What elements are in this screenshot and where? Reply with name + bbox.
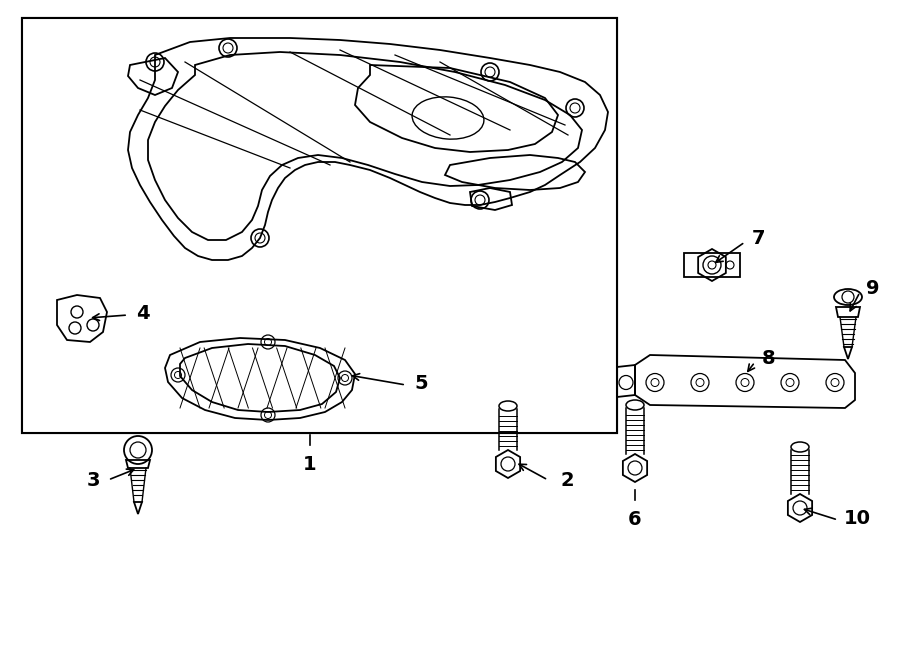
- Text: 7: 7: [752, 228, 766, 248]
- Text: 5: 5: [414, 373, 427, 393]
- Bar: [22, 18, 617, 433]
- Text: 1: 1: [303, 455, 317, 474]
- Text: 10: 10: [844, 508, 871, 528]
- Text: 2: 2: [560, 471, 573, 489]
- Bar: [22, 18, 617, 433]
- Text: 4: 4: [136, 303, 149, 322]
- Text: 8: 8: [762, 348, 776, 367]
- Text: 3: 3: [86, 471, 100, 489]
- Circle shape: [708, 261, 716, 269]
- Text: 6: 6: [628, 510, 642, 529]
- Text: 9: 9: [866, 279, 879, 297]
